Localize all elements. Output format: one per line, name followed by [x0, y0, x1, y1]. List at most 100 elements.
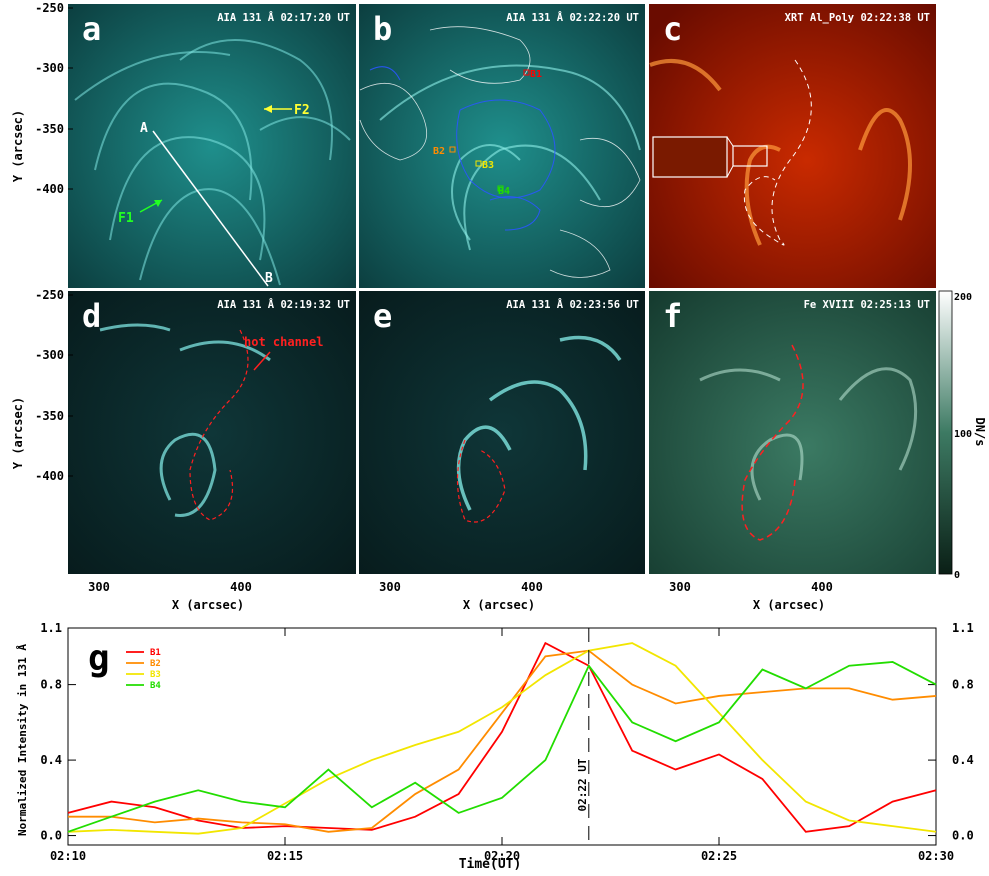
panel-letter-c: c [663, 10, 682, 48]
panel-e-image [359, 291, 645, 574]
panel-a-loops [74, 39, 351, 286]
panel-title-f: Fe XVIII 02:25:13 UT [804, 299, 930, 311]
f2-label: F2 [294, 103, 310, 118]
panel-f-dashed-outline [741, 344, 804, 541]
colorbar-tick-min: 0 [954, 570, 960, 581]
x-tick-label: 400 [811, 580, 833, 594]
panel-d-loops [99, 323, 271, 517]
panel-d-hot-channel-outline [189, 329, 249, 521]
lc-x-tick-label: 02:30 [918, 849, 954, 863]
b4-marker [497, 185, 504, 192]
y-tick-label: -400 [35, 182, 64, 196]
lc-x-tick-label: 02:10 [50, 849, 86, 863]
b2-label: B2 [433, 146, 445, 157]
x-tick-label: 300 [379, 580, 401, 594]
panel-title-c: XRT Al_Poly 02:22:38 UT [785, 12, 930, 24]
image-xlabel: X (arcsec) [172, 598, 244, 612]
image-ylabel: Y (arcsec) [11, 397, 25, 469]
series-line-b2 [68, 649, 937, 833]
panel-b-contours-white [359, 26, 641, 278]
panel-c-inset [652, 136, 728, 178]
b4-label: B4 [498, 186, 510, 197]
legend-label-b1: B1 [150, 648, 161, 658]
lightcurve-ylabel: Normalized Intensity in 131 Å [16, 644, 29, 836]
y-tick-label: -350 [35, 122, 64, 136]
y-tick-label: -350 [35, 409, 64, 423]
panel-d-image [68, 291, 356, 574]
image-ylabel: Y (arcsec) [11, 110, 25, 182]
lightcurve-panel: g Normalized Intensity in 131 Å Time(UT)… [16, 621, 974, 872]
lc-x-tick-label: 02:15 [267, 849, 303, 863]
x-tick-label: 400 [230, 580, 252, 594]
panel-title-a: AIA 131 Å 02:17:20 UT [217, 11, 350, 24]
lightcurve-frame [67, 627, 937, 846]
colorbar-tick-mid: 100 [954, 429, 972, 440]
lightcurve-axes: 0.0 0.4 0.8 1.1 0.0 0.4 0.8 1.1 02:10 02:15 02:20 0… [40, 621, 973, 863]
image-xlabel: X (arcsec) [463, 598, 535, 612]
x-tick-label: 400 [521, 580, 543, 594]
colorbar: 200 100 0 DN/s [938, 290, 987, 581]
b3-label: B3 [482, 160, 494, 171]
panel-letter-f: f [663, 297, 682, 335]
hot-channel-label: hot channel [244, 335, 323, 349]
panel-b: B1 B2 B3 B4 [359, 4, 645, 288]
panel-title-b: AIA 131 Å 02:22:20 UT [506, 11, 639, 24]
panel-a: A B F1 F2 [68, 4, 356, 288]
panel-d: hot channel [68, 291, 356, 574]
series-line-b4 [67, 661, 937, 833]
lc-x-tick-label: 02:20 [484, 849, 520, 863]
lightcurve-panel-letter: g [88, 638, 110, 679]
lc-y-tick-label: 0.0 [40, 829, 62, 843]
f1-label: F1 [118, 211, 134, 226]
colorbar-label: DN/s [973, 418, 987, 447]
y-tick-label: -400 [35, 469, 64, 483]
lc-right-y-tick-label: 1.1 [952, 621, 974, 635]
colorbar-gradient [938, 290, 953, 575]
f2-arrowhead [264, 105, 272, 113]
y-tick-label: -250 [35, 1, 64, 15]
y-tick-label: -300 [35, 61, 64, 75]
panel-b-image [359, 4, 645, 288]
colorbar-tick-max: 200 [954, 292, 972, 303]
b1-marker [523, 69, 530, 76]
panel-letter-d: d [82, 297, 101, 335]
series-line-b3 [67, 642, 937, 835]
panel-c-inset-link-top [726, 136, 734, 147]
panel-c-dashed-outline [743, 59, 812, 246]
time-marker-label: 02:22 UT [576, 758, 589, 811]
panel-title-d: AIA 131 Å 02:19:32 UT [217, 298, 350, 311]
panel-e [359, 291, 645, 574]
panel-f-loops [699, 367, 918, 501]
lightcurve-xlabel: Time(UT) [459, 857, 522, 872]
panel-letter-b: b [373, 10, 392, 48]
panel-c-inset-source [732, 145, 768, 167]
b2-marker [449, 146, 456, 153]
panel-f [649, 291, 936, 574]
panel-labels: a AIA 131 Å 02:17:20 UT b AIA 131 Å 02:22:2… [82, 10, 930, 335]
legend-label-b4: B4 [150, 681, 161, 691]
slit-start-label: A [140, 121, 148, 136]
lc-y-tick-label: 0.4 [40, 753, 62, 767]
x-tick-label: 300 [669, 580, 691, 594]
lc-right-y-tick-label: 0.0 [952, 829, 974, 843]
panel-c-inset-link-bottom [726, 165, 734, 178]
lc-y-tick-label: 0.8 [40, 678, 62, 692]
panel-e-dashed-outline [456, 439, 506, 523]
lc-right-y-tick-label: 0.4 [952, 753, 974, 767]
panel-a-image [68, 4, 356, 288]
y-tick-label: -250 [35, 288, 64, 302]
legend-label-b3: B3 [150, 670, 161, 680]
panel-c-loops [649, 58, 912, 246]
lc-right-y-tick-label: 0.8 [952, 678, 974, 692]
image-axes: -250 -300 -350 -400 Y (arcsec) -250 -300 -350 -4… [11, 1, 833, 612]
f1-arrowhead [154, 200, 162, 207]
lc-x-tick-label: 02:25 [701, 849, 737, 863]
panel-b-contours-blue [369, 66, 556, 231]
legend-label-b2: B2 [150, 659, 161, 669]
b3-marker [475, 160, 482, 167]
panel-c [649, 4, 936, 288]
hot-channel-arrow [253, 351, 271, 371]
panel-title-e: AIA 131 Å 02:23:56 UT [506, 298, 639, 311]
